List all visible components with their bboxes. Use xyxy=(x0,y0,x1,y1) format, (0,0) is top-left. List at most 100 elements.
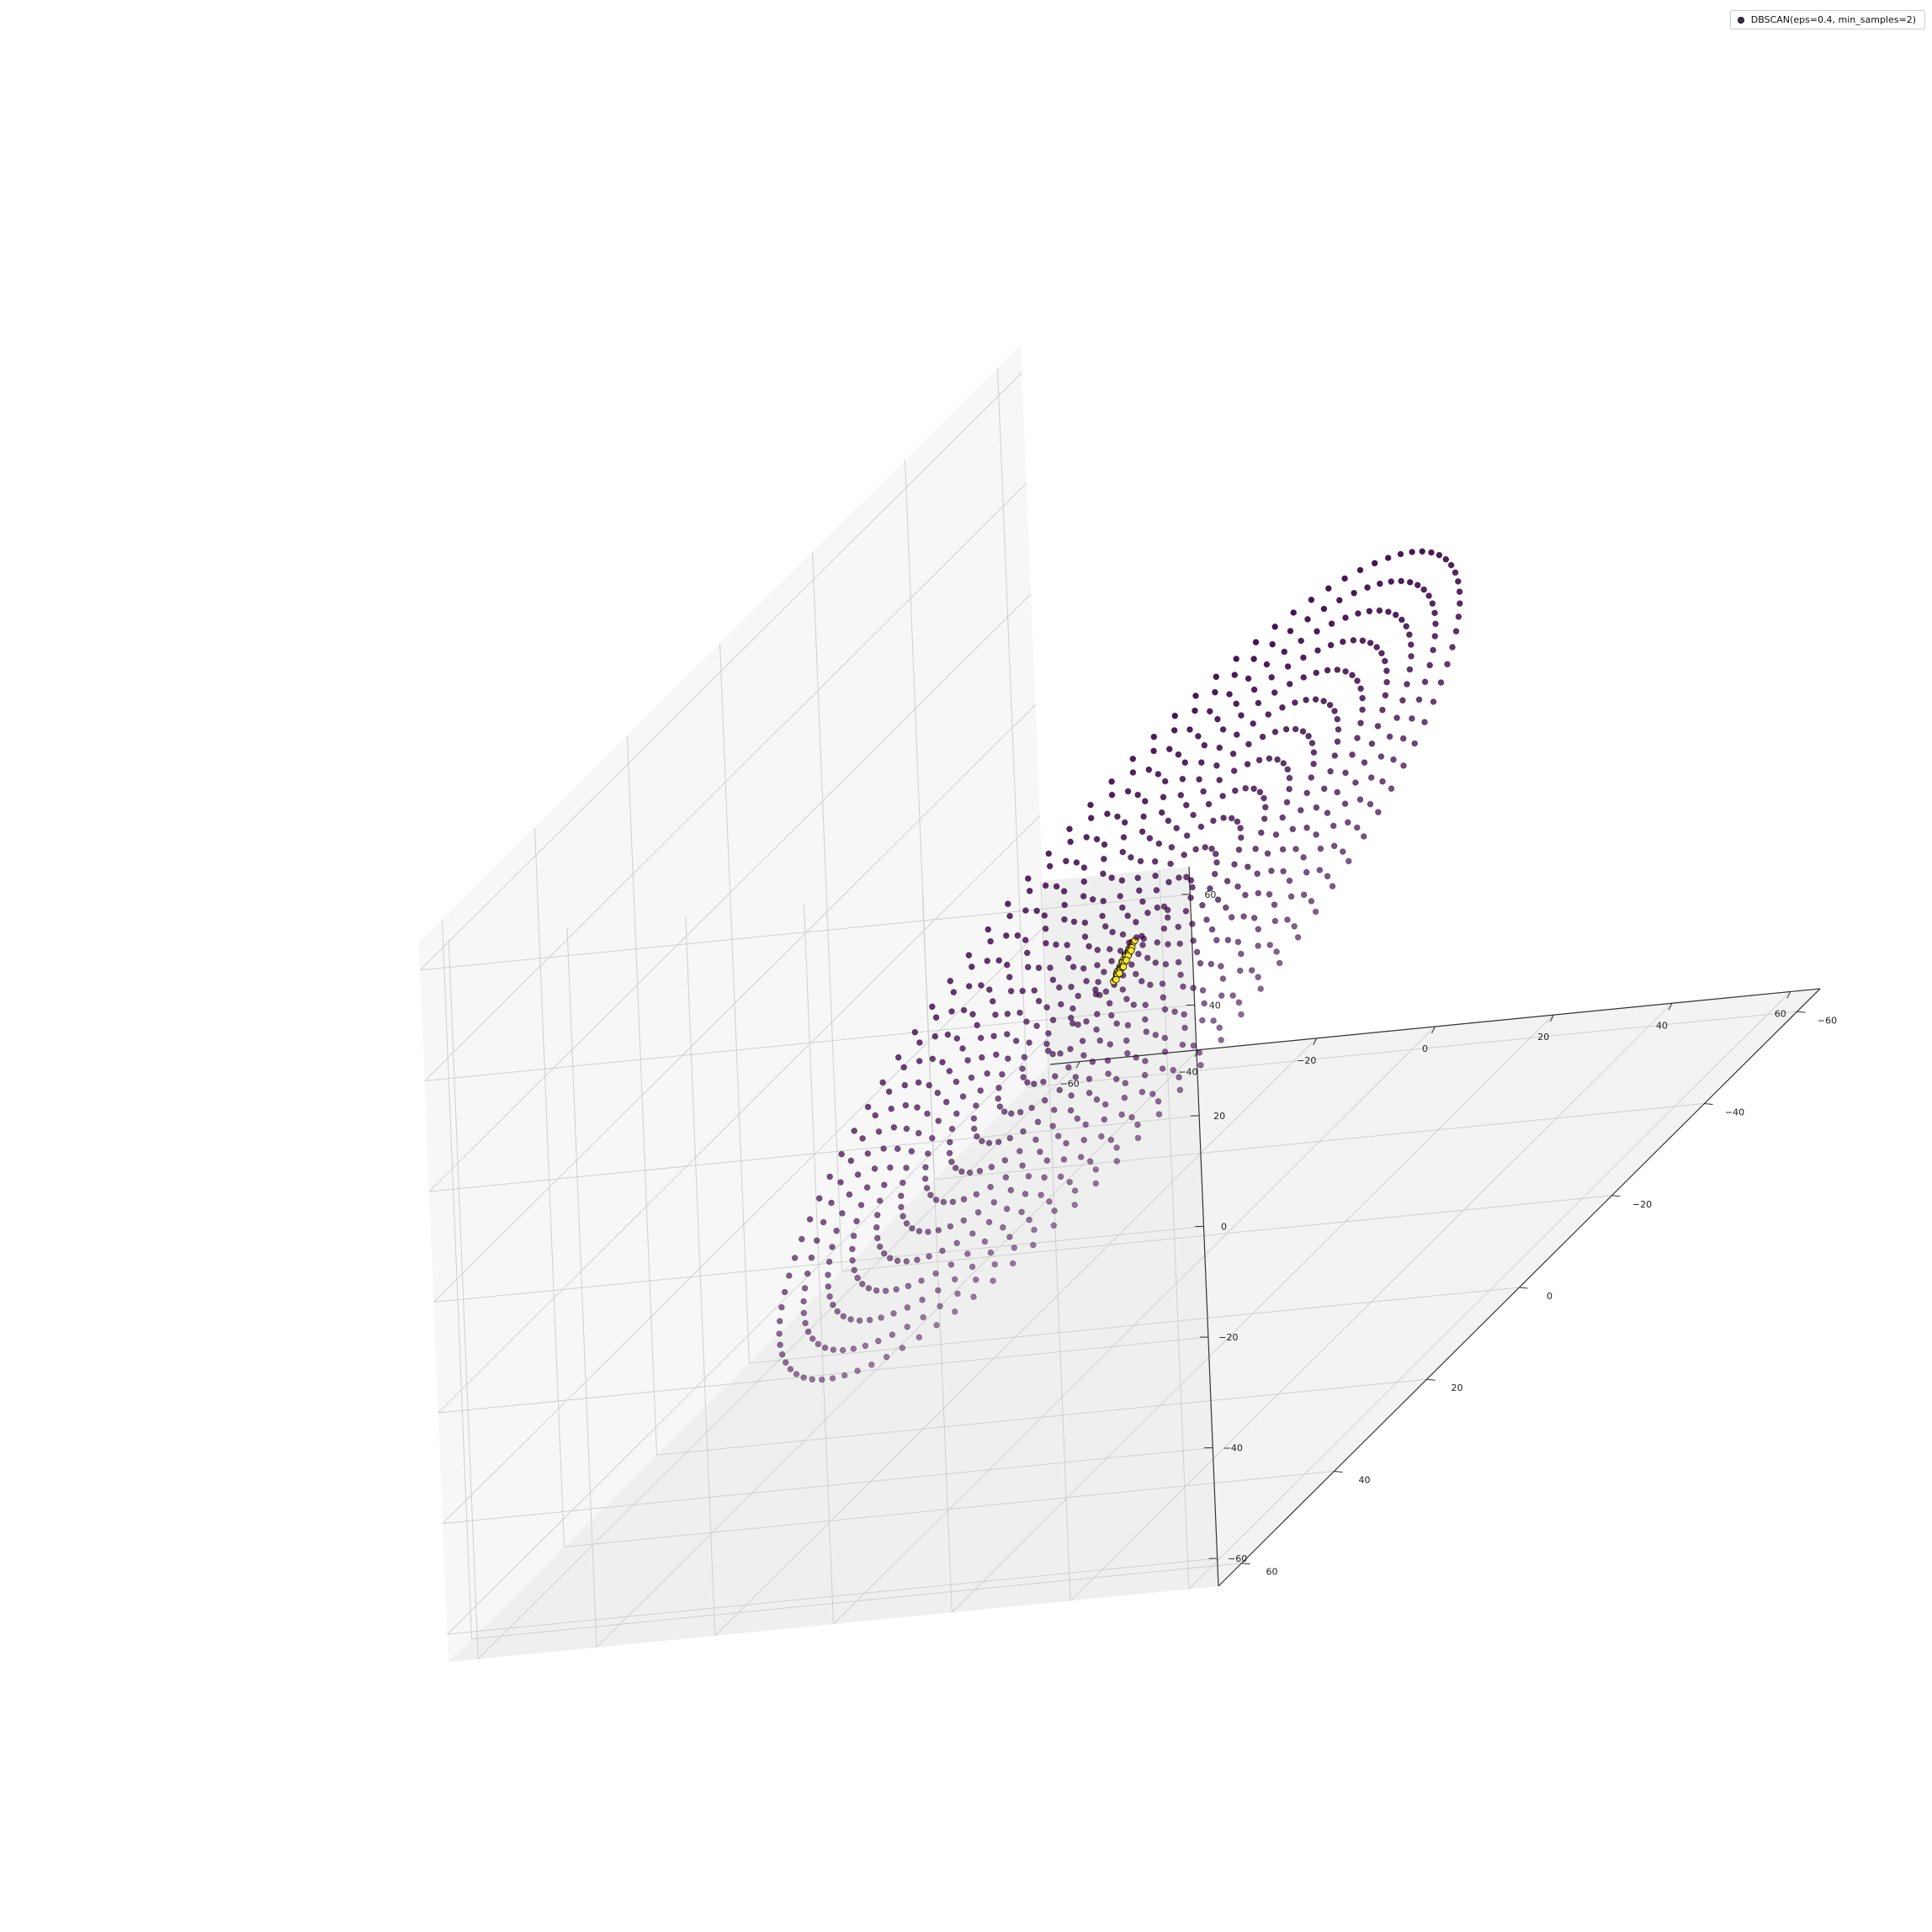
legend-label: DBSCAN(eps=0.4, min_samples=2) xyxy=(1750,14,1916,25)
noise-point xyxy=(1198,759,1205,766)
noise-point xyxy=(1045,1030,1052,1037)
noise-point xyxy=(873,1287,880,1294)
noise-point xyxy=(1201,741,1208,749)
noise-point xyxy=(1050,1107,1058,1113)
noise-point xyxy=(1183,832,1191,839)
noise-point xyxy=(1284,766,1291,773)
noise-point xyxy=(1361,759,1368,766)
noise-point xyxy=(1255,699,1262,707)
noise-point xyxy=(1255,974,1261,980)
noise-point xyxy=(1377,753,1385,760)
noise-point xyxy=(1403,623,1409,630)
noise-point xyxy=(1216,1024,1223,1032)
noise-point xyxy=(1002,1174,1010,1181)
noise-point xyxy=(781,1288,788,1296)
noise-point xyxy=(1282,725,1290,733)
noise-point xyxy=(1107,1136,1115,1144)
noise-point xyxy=(1161,1048,1169,1055)
noise-point xyxy=(776,1330,783,1337)
noise-point xyxy=(1134,1121,1141,1128)
noise-point xyxy=(1043,1157,1051,1164)
axis-panes xyxy=(419,345,1820,1662)
grid-back-z xyxy=(420,894,1191,971)
noise-point xyxy=(1190,937,1197,944)
noise-point xyxy=(1070,1020,1076,1027)
noise-point xyxy=(1327,641,1335,649)
noise-point xyxy=(995,957,1002,964)
noise-point xyxy=(1022,1191,1029,1197)
tick-labels: −60 −60 −60 −40 −40 −40 −20 −20 −20 0 0 0 20 20 20 40 40… xyxy=(1060,889,1838,1578)
noise-point xyxy=(1192,693,1199,699)
noise-point xyxy=(1213,850,1219,857)
noise-point xyxy=(1255,756,1263,764)
noise-point xyxy=(1068,1092,1075,1099)
noise-point xyxy=(1437,679,1445,686)
noise-point xyxy=(1067,1014,1075,1022)
noise-point xyxy=(1255,942,1261,949)
noise-point xyxy=(1119,931,1127,938)
noise-point xyxy=(1366,608,1373,615)
noise-point xyxy=(1205,800,1213,808)
noise-point xyxy=(1213,673,1220,681)
noise-point xyxy=(1298,807,1304,814)
noise-point xyxy=(1248,967,1255,974)
noise-point xyxy=(1349,751,1356,758)
noise-point xyxy=(964,1057,971,1064)
noise-point xyxy=(1234,938,1242,946)
noise-point xyxy=(804,1270,811,1277)
noise-point xyxy=(1006,1234,1013,1240)
noise-point xyxy=(1287,893,1295,900)
noise-point xyxy=(1385,608,1392,615)
noise-point xyxy=(890,1124,898,1131)
noise-point xyxy=(903,1125,910,1133)
noise-point xyxy=(1177,971,1184,979)
noise-point xyxy=(1325,585,1332,592)
noise-point xyxy=(1154,1098,1162,1105)
noise-point xyxy=(1021,1054,1028,1061)
noise-point xyxy=(821,1344,829,1351)
noise-point xyxy=(1279,846,1287,853)
noise-point xyxy=(793,1371,800,1377)
noise-point xyxy=(935,1287,942,1294)
noise-point xyxy=(1045,850,1053,857)
noise-point xyxy=(1316,867,1324,873)
noise-point xyxy=(894,1145,901,1152)
noise-point xyxy=(1181,1024,1188,1032)
noise-point xyxy=(1152,1032,1160,1038)
noise-point xyxy=(893,1286,900,1293)
grid-floor-y xyxy=(564,1470,1335,1547)
noise-point xyxy=(1082,1121,1089,1128)
noise-point xyxy=(1197,823,1205,831)
noise-point xyxy=(806,1216,814,1223)
data-points xyxy=(776,548,1463,1383)
noise-point xyxy=(1149,1091,1156,1097)
noise-point xyxy=(841,1372,848,1379)
noise-point xyxy=(1189,884,1196,891)
noise-point xyxy=(1063,1139,1070,1147)
noise-point xyxy=(1256,788,1264,796)
noise-point xyxy=(1408,653,1414,660)
noise-point xyxy=(1057,1050,1064,1057)
noise-point xyxy=(954,1290,961,1298)
noise-point xyxy=(1046,862,1054,870)
noise-point xyxy=(903,1258,910,1265)
noise-point xyxy=(1133,970,1139,978)
noise-point xyxy=(1152,873,1159,879)
noise-point xyxy=(924,1150,932,1157)
noise-point xyxy=(1228,815,1235,822)
noise-point xyxy=(1436,551,1443,559)
noise-point xyxy=(1112,1075,1120,1083)
noise-point xyxy=(1072,1074,1080,1080)
noise-point xyxy=(921,1176,929,1182)
noise-point xyxy=(991,1261,998,1268)
noise-point xyxy=(1374,723,1382,730)
noise-point xyxy=(1012,1038,1020,1044)
noise-point xyxy=(856,1317,863,1324)
grid-floor-x xyxy=(951,1014,1554,1613)
noise-point xyxy=(1279,814,1286,821)
noise-point xyxy=(1079,1038,1086,1044)
noise-point xyxy=(776,1318,783,1324)
y-tick-label: −20 xyxy=(1632,1199,1652,1210)
noise-point xyxy=(1342,668,1349,675)
noise-point xyxy=(976,1167,984,1175)
